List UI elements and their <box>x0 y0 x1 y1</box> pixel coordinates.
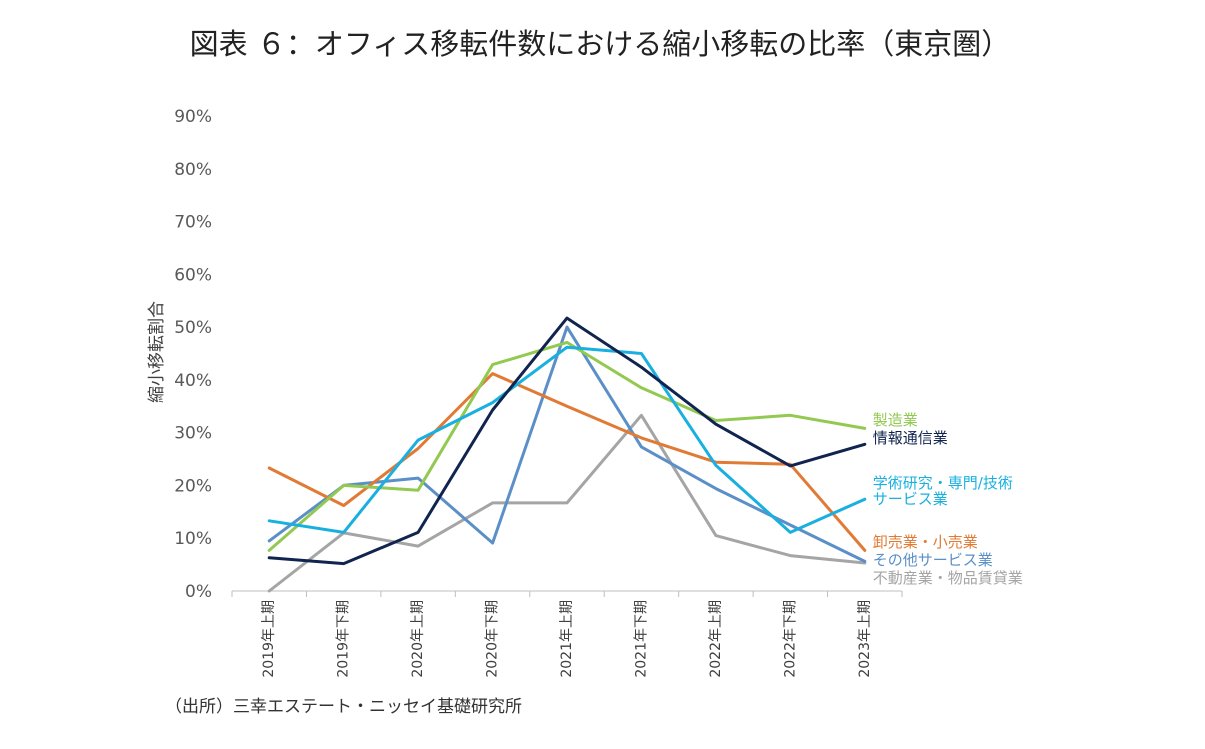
x-tick-label: 2019年上期 <box>261 600 277 678</box>
series-label: 製造業 <box>873 411 918 429</box>
series-label: 情報通信業 <box>873 429 948 447</box>
series-label-line: 卸売業・小売業 <box>873 533 978 551</box>
x-tick-label: 2021年下期 <box>633 600 649 678</box>
x-tick-label: 2022年下期 <box>782 600 798 678</box>
y-axis-label: 縮小移転割合 <box>147 301 167 403</box>
x-axis: 2019年上期 2019年下期 2020年上期 2020年下期 2021年上期 2021年… <box>231 590 903 678</box>
x-tick-label: 2022年上期 <box>708 600 724 678</box>
x-tick-label: 2020年下期 <box>485 600 501 678</box>
x-tick-label: 2020年上期 <box>410 600 426 678</box>
y-tick-label: 80% <box>174 160 212 180</box>
series-line <box>267 325 867 563</box>
chart-title: 図表 ６：オフィス移転件数における縮小移転の比率（東京圏） <box>190 27 1011 61</box>
x-tick-label: 2021年上期 <box>559 600 575 678</box>
series-label-line: 不動産業・物品賃貸業 <box>873 569 1023 587</box>
series-label-line: 情報通信業 <box>873 429 948 447</box>
series-label-line: サービス業 <box>873 490 948 508</box>
y-tick-label: 60% <box>174 265 212 285</box>
y-tick-label: 90% <box>174 107 212 127</box>
series-line <box>267 316 867 566</box>
x-tick-label: 2023年上期 <box>857 600 873 678</box>
series-line <box>267 413 867 593</box>
series-label-line: 製造業 <box>873 411 918 429</box>
y-tick-label: 0% <box>185 582 212 602</box>
series-line <box>267 372 867 552</box>
y-tick-label: 50% <box>174 318 212 338</box>
series-label: 学術研究・専門/技術サービス業 <box>873 474 1013 508</box>
y-tick-label: 70% <box>174 213 212 233</box>
y-tick-label: 30% <box>174 424 212 444</box>
series-labels: 製造業情報通信業学術研究・専門/技術サービス業卸売業・小売業その他サービス業不動… <box>873 411 1023 587</box>
series-label-line: 学術研究・専門/技術 <box>873 474 1013 492</box>
y-tick-label: 20% <box>174 476 212 496</box>
series-label: 卸売業・小売業 <box>873 533 978 551</box>
y-tick-label: 10% <box>174 529 212 549</box>
y-axis: 0% 10% 20% 30% 40% 50% 60% 70% 80% 90% <box>174 107 212 602</box>
x-tick-label: 2019年下期 <box>336 600 352 678</box>
series-label: 不動産業・物品賃貸業 <box>873 569 1023 587</box>
series-line <box>267 345 867 534</box>
y-tick-label: 40% <box>174 371 212 391</box>
source-note: （出所）三幸エステート・ニッセイ基礎研究所 <box>165 697 522 717</box>
series-label: その他サービス業 <box>873 551 993 569</box>
series-label-line: その他サービス業 <box>873 551 993 569</box>
series-line <box>267 340 867 552</box>
series-lines <box>267 316 867 593</box>
